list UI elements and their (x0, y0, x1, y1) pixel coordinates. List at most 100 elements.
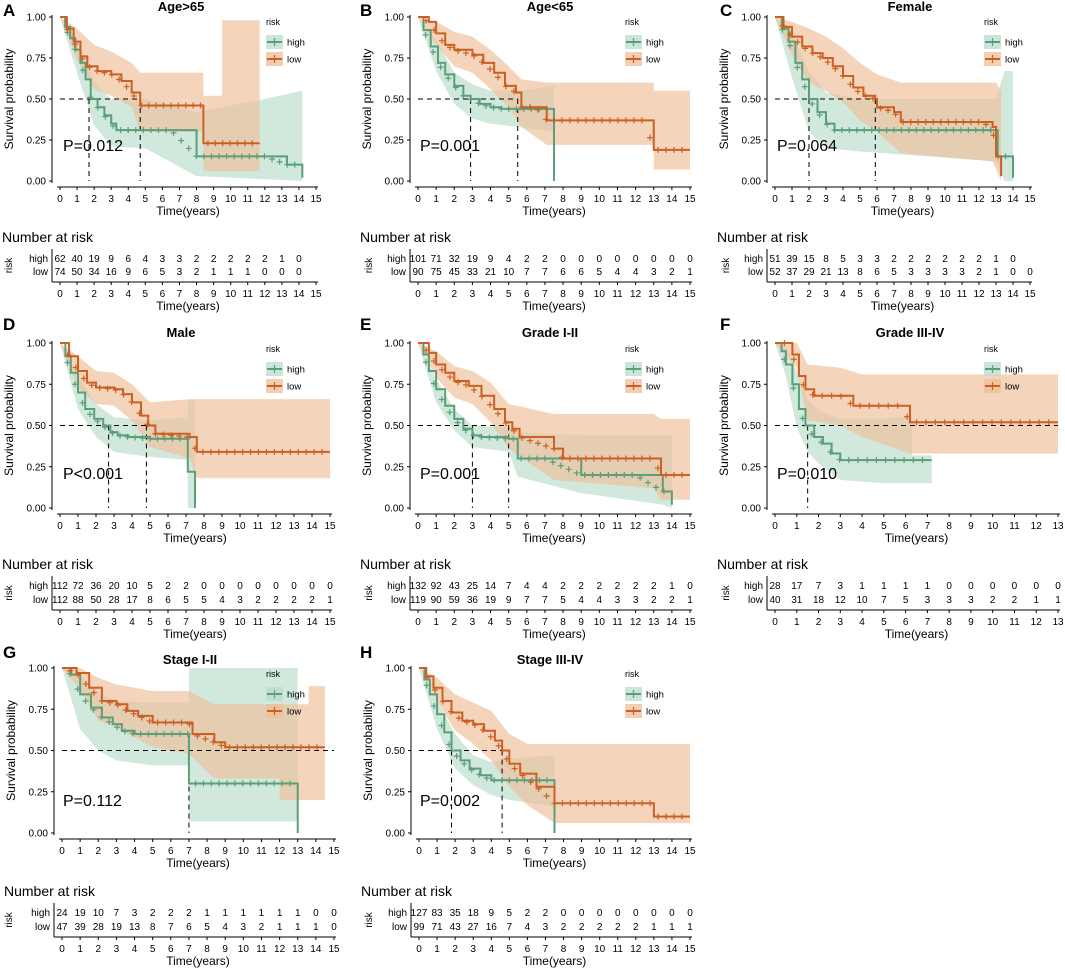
risk-count-high: 18 (468, 908, 480, 919)
risk-x-tick-label: 2 (451, 289, 457, 300)
risk-count-low: 0 (262, 267, 268, 278)
x-tick-label: 6 (903, 521, 909, 532)
low-censor-mark (423, 17, 429, 24)
risk-x-tick-label: 13 (288, 617, 300, 628)
x-tick-label: 4 (840, 194, 846, 205)
x-tick-label: 9 (578, 521, 584, 532)
p-value: P=0.064 (777, 138, 837, 155)
low-censor-mark (431, 358, 437, 365)
low-censor-mark (945, 118, 952, 125)
high-censor-mark (129, 730, 136, 737)
risk-x-tick-label: 12 (259, 289, 271, 300)
low-censor-mark (255, 448, 262, 455)
risk-x-tick-label: 1 (794, 617, 800, 628)
risk-count-low: 4 (633, 267, 639, 278)
high-censor-mark (94, 104, 101, 111)
risk-count-high: 2 (633, 581, 639, 592)
risk-count-high: 2 (908, 254, 914, 265)
y-tick-label: 0.50 (385, 421, 405, 432)
risk-x-tick-label: 5 (857, 289, 863, 300)
risk-count-low: 5 (204, 922, 210, 933)
y-tick-label: 0.50 (385, 95, 405, 106)
risk-count-low: 1 (687, 595, 693, 606)
risk-count-low: 90 (412, 267, 424, 278)
x-tick-label: 1 (433, 194, 439, 205)
low-censor-mark (607, 117, 613, 124)
low-censor-mark (479, 58, 485, 65)
high-censor-mark (82, 698, 89, 704)
low-censor-mark (511, 88, 517, 95)
risk-x-tick-label: 3 (114, 944, 120, 955)
risk-count-low: 2 (976, 267, 982, 278)
low-censor-mark (839, 72, 846, 79)
y-tick-label: 0.50 (27, 421, 47, 432)
low-survival-curve (60, 342, 330, 453)
low-censor-mark (431, 686, 438, 693)
y-tick-label: 0.75 (385, 54, 405, 65)
low-censor-mark (979, 419, 986, 426)
risk-x-tick-label: 6 (168, 944, 174, 955)
low-censor-mark (941, 419, 948, 426)
x-tick-label: 7 (542, 521, 548, 532)
low-censor-mark (463, 49, 469, 56)
number-at-risk-title: Number at risk (2, 229, 94, 245)
low-censor-mark (781, 340, 788, 346)
high-censor-mark (79, 399, 86, 406)
high-censor-mark (261, 153, 268, 160)
low-censor-mark (1017, 419, 1024, 426)
high-censor-mark (430, 48, 437, 55)
low-censor-mark (824, 59, 831, 66)
risk-x-tick-label: 12 (1031, 617, 1043, 628)
low-censor-mark (197, 102, 204, 109)
risk-count-high: 2 (560, 581, 566, 592)
high-censor-mark (510, 435, 517, 442)
risk-count-low: 1 (1055, 595, 1061, 606)
risk-count-high: 0 (597, 908, 603, 919)
risk-x-tick-label: 0 (772, 289, 778, 300)
x-tick-label: 8 (204, 846, 210, 857)
low-censor-mark (655, 813, 662, 820)
risk-count-high: 10 (126, 581, 138, 592)
high-censor-mark (808, 430, 815, 437)
risk-count-high: 4 (542, 581, 548, 592)
low-censor-mark (511, 427, 517, 434)
x-tick-label: 2 (451, 521, 457, 532)
risk-count-low: 16 (486, 922, 498, 933)
risk-count-high: 0 (968, 581, 974, 592)
risk-group-label-low: low (35, 922, 51, 933)
low-censor-mark (639, 455, 645, 462)
risk-x-tick-label: 4 (488, 944, 494, 955)
low-censor-mark (885, 107, 892, 114)
risk-x-tick-label: 2 (451, 617, 457, 628)
low-censor-mark (487, 401, 493, 408)
risk-count-high: 0 (561, 908, 567, 919)
risk-x-tick-label: 3 (838, 617, 844, 628)
risk-count-low: 6 (143, 267, 149, 278)
risk-count-high: 2 (891, 254, 897, 265)
risk-x-tick-label: 0 (415, 289, 421, 300)
high-censor-mark (816, 111, 823, 118)
low-censor-mark (249, 140, 256, 147)
low-censor-mark (819, 392, 826, 399)
risk-count-low: 4 (615, 267, 621, 278)
x-axis-label: Time(years) (523, 856, 587, 870)
high-censor-mark (153, 731, 160, 737)
low-censor-mark (679, 472, 685, 478)
risk-count-high: 4 (524, 581, 530, 592)
low-censor-mark (219, 140, 226, 147)
high-censor-mark (972, 127, 979, 134)
x-tick-label: 4 (132, 846, 138, 857)
x-tick-label: 13 (1052, 521, 1064, 532)
risk-x-tick-label: 11 (243, 289, 254, 300)
low-censor-mark (503, 755, 510, 762)
risk-count-low: 74 (54, 267, 66, 278)
risk-x-tick-label: 14 (666, 289, 678, 300)
low-censor-mark (828, 392, 835, 399)
low-censor-mark (647, 455, 653, 462)
risk-count-low: 4 (578, 595, 584, 606)
panel-title: Grade III-IV (876, 325, 945, 340)
risk-x-tick-label: 8 (561, 944, 567, 955)
x-tick-label: 8 (194, 194, 200, 205)
risk-x-tick-label: 12 (270, 617, 282, 628)
high-censor-mark (155, 127, 162, 134)
